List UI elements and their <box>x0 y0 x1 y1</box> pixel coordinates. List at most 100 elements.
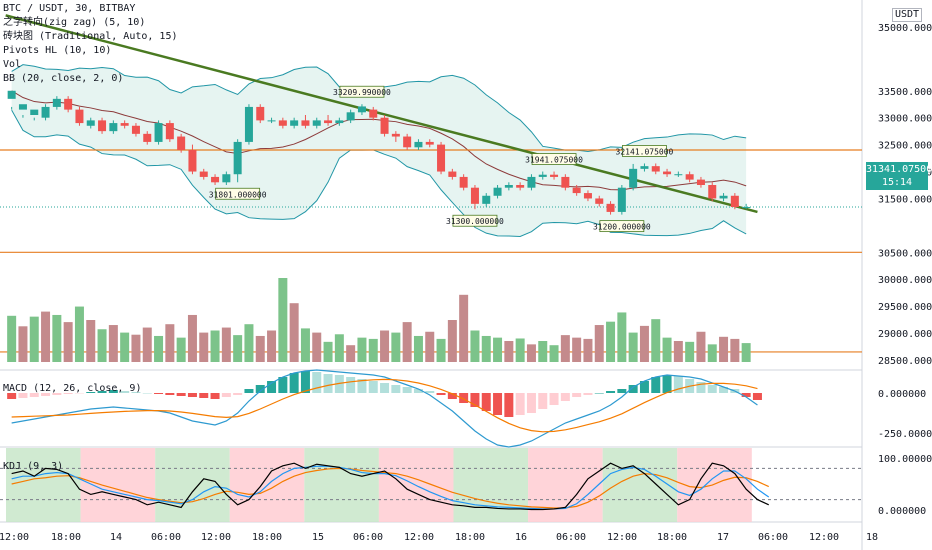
bollinger-indicator-label[interactable]: BB (20, close, 2, 0) <box>3 73 124 84</box>
time-axis-label: 18:00 <box>51 532 81 543</box>
macd-histogram-bar <box>346 377 356 393</box>
volume-bar <box>334 334 344 362</box>
pivot-label-box <box>215 187 261 200</box>
candle-body <box>685 174 694 180</box>
volume-indicator-label[interactable]: Vol <box>3 59 22 70</box>
macd-indicator-label[interactable]: MACD (12, 26, close, 9) <box>3 383 142 394</box>
volume-bar <box>459 294 469 362</box>
pivot-label: 32141.075000 <box>616 147 674 156</box>
volume-bar <box>606 321 616 362</box>
volume-bar <box>74 306 84 362</box>
candle-body <box>290 120 299 126</box>
macd-histogram-bar <box>312 372 322 393</box>
candle-body <box>651 166 660 172</box>
volume-bar <box>560 335 570 362</box>
currency-button[interactable]: USDT <box>892 8 923 22</box>
macd-histogram-bar <box>380 383 390 393</box>
pivot-label: 31300.000000 <box>446 217 504 226</box>
candle-body <box>403 136 412 148</box>
volume-bar <box>289 303 299 362</box>
macd-histogram-bar <box>673 376 683 393</box>
macd-histogram-bar <box>583 393 593 395</box>
time-axis-label: 06:00 <box>353 532 383 543</box>
price-axis-label: 33000.000000 <box>878 114 932 125</box>
volume-bar <box>120 332 130 362</box>
macd-histogram-bar <box>120 391 130 393</box>
macd-histogram-bar <box>7 393 17 399</box>
volume-bar <box>29 316 39 362</box>
pivots-indicator-label[interactable]: Pivots HL (10, 10) <box>3 45 112 56</box>
candle-body <box>165 123 174 140</box>
macd-histogram-bar <box>142 393 152 394</box>
volume-bar <box>199 332 209 362</box>
volume-bar <box>86 320 96 362</box>
candle-body <box>708 185 717 199</box>
volume-bar <box>131 334 141 362</box>
time-axis-label: 18 <box>866 532 878 543</box>
kdj-k-line <box>11 462 770 511</box>
candle-body <box>606 203 615 212</box>
kdj-background-segment <box>677 448 752 522</box>
time-axis-label: 12:00 <box>201 532 231 543</box>
volume-bar <box>436 338 446 362</box>
time-axis-label: 16 <box>515 532 527 543</box>
candle-body <box>335 120 344 124</box>
macd-histogram-bar <box>289 373 299 393</box>
candle-body <box>131 125 140 134</box>
last-price-tag: 31341.075000 15:14 <box>866 162 932 190</box>
macd-histogram-bar <box>662 375 672 393</box>
time-axis-label: 12:00 <box>404 532 434 543</box>
volume-bar <box>7 315 17 362</box>
price-axis-label: 29000.000000 <box>878 329 932 340</box>
candle-body <box>41 106 50 118</box>
volume-bar <box>617 312 627 362</box>
time-axis-label: 12:00 <box>0 532 29 543</box>
price-axis-label: 35000.000000 <box>878 23 932 34</box>
volume-bar <box>312 332 322 362</box>
macd-histogram-bar <box>267 381 277 393</box>
kdj-indicator-label[interactable]: KDJ (9, 3) <box>3 461 64 472</box>
candle-body <box>143 133 152 142</box>
macd-histogram-bar <box>233 393 243 395</box>
renko-indicator-label[interactable]: 砖块图 (Traditional, Auto, 15) <box>3 31 178 42</box>
candle-body <box>538 174 547 177</box>
macd-histogram-bar <box>515 393 525 415</box>
zigzag-indicator-label[interactable]: 之字转向(zig zag) (5, 10) <box>3 17 146 28</box>
volume-bar <box>391 332 401 362</box>
macd-histogram-bar <box>154 393 164 394</box>
price-axis-label: 30000.000000 <box>878 275 932 286</box>
kdj-background-segment <box>602 448 678 522</box>
time-axis-label: 12:00 <box>809 532 839 543</box>
macd-histogram-bar <box>199 393 209 398</box>
candle-body <box>278 120 287 126</box>
price-axis-label: 31500.000000 <box>878 194 932 205</box>
candle-body <box>369 109 378 118</box>
volume-bar <box>470 330 480 362</box>
volume-bar <box>165 324 175 362</box>
macd-histogram-bar <box>493 393 503 415</box>
macd-histogram-bar <box>459 393 469 403</box>
volume-bar <box>323 341 333 362</box>
pivot-label-box <box>452 214 498 227</box>
candle-body <box>380 117 389 134</box>
macd-histogram-bar <box>752 393 762 400</box>
candle-body <box>346 112 355 121</box>
volume-bar <box>187 314 197 362</box>
volume-bar <box>741 343 751 362</box>
volume-bar <box>481 335 491 362</box>
bollinger-lower-band <box>11 109 747 238</box>
volume-bar <box>255 335 265 362</box>
macd-histogram-bar <box>696 382 706 393</box>
pivot-label-box <box>339 85 385 98</box>
volume-bar <box>707 344 717 362</box>
symbol-title[interactable]: BTC / USDT, 30, BITBAY <box>3 3 136 14</box>
macd-histogram-bar <box>639 381 649 393</box>
volume-bar <box>300 328 310 362</box>
time-axis-label: 12:00 <box>607 532 637 543</box>
macd-histogram-bar <box>244 389 254 393</box>
macd-histogram-bar <box>707 385 717 393</box>
macd-histogram-bar <box>560 393 570 401</box>
kdj-background-segment <box>155 448 230 522</box>
macd-histogram-bar <box>187 393 197 397</box>
volume-bar <box>583 338 593 362</box>
